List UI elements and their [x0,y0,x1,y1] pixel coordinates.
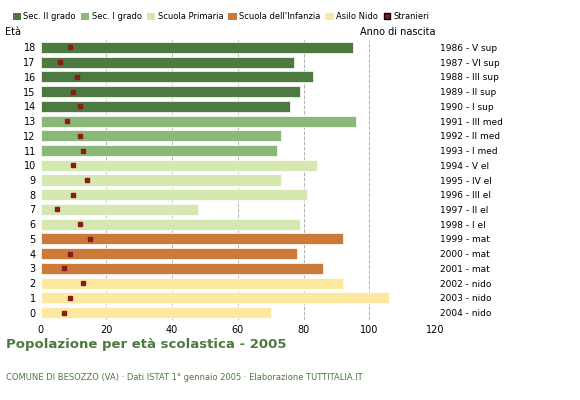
Bar [41,86,300,97]
Bar [41,42,353,53]
Bar [41,116,356,126]
Text: Anno di nascita: Anno di nascita [360,27,435,37]
Bar [41,204,198,215]
Bar [41,263,323,274]
Bar [41,145,277,156]
Legend: Sec. II grado, Sec. I grado, Scuola Primaria, Scuola dell'Infanzia, Asilo Nido, : Sec. II grado, Sec. I grado, Scuola Prim… [9,9,433,25]
Bar [41,130,281,141]
Bar [41,160,317,171]
Bar [41,174,281,186]
Bar [41,219,300,230]
Bar [41,189,307,200]
Bar [41,56,293,68]
Bar [41,278,343,289]
Text: Popolazione per età scolastica - 2005: Popolazione per età scolastica - 2005 [6,338,287,351]
Bar [41,101,291,112]
Bar [41,248,297,259]
Bar [41,292,389,304]
Bar [41,71,313,82]
Bar [41,234,343,244]
Text: COMUNE DI BESOZZO (VA) · Dati ISTAT 1° gennaio 2005 · Elaborazione TUTTITALIA.IT: COMUNE DI BESOZZO (VA) · Dati ISTAT 1° g… [6,373,362,382]
Text: Età: Età [5,27,21,37]
Bar [41,307,271,318]
